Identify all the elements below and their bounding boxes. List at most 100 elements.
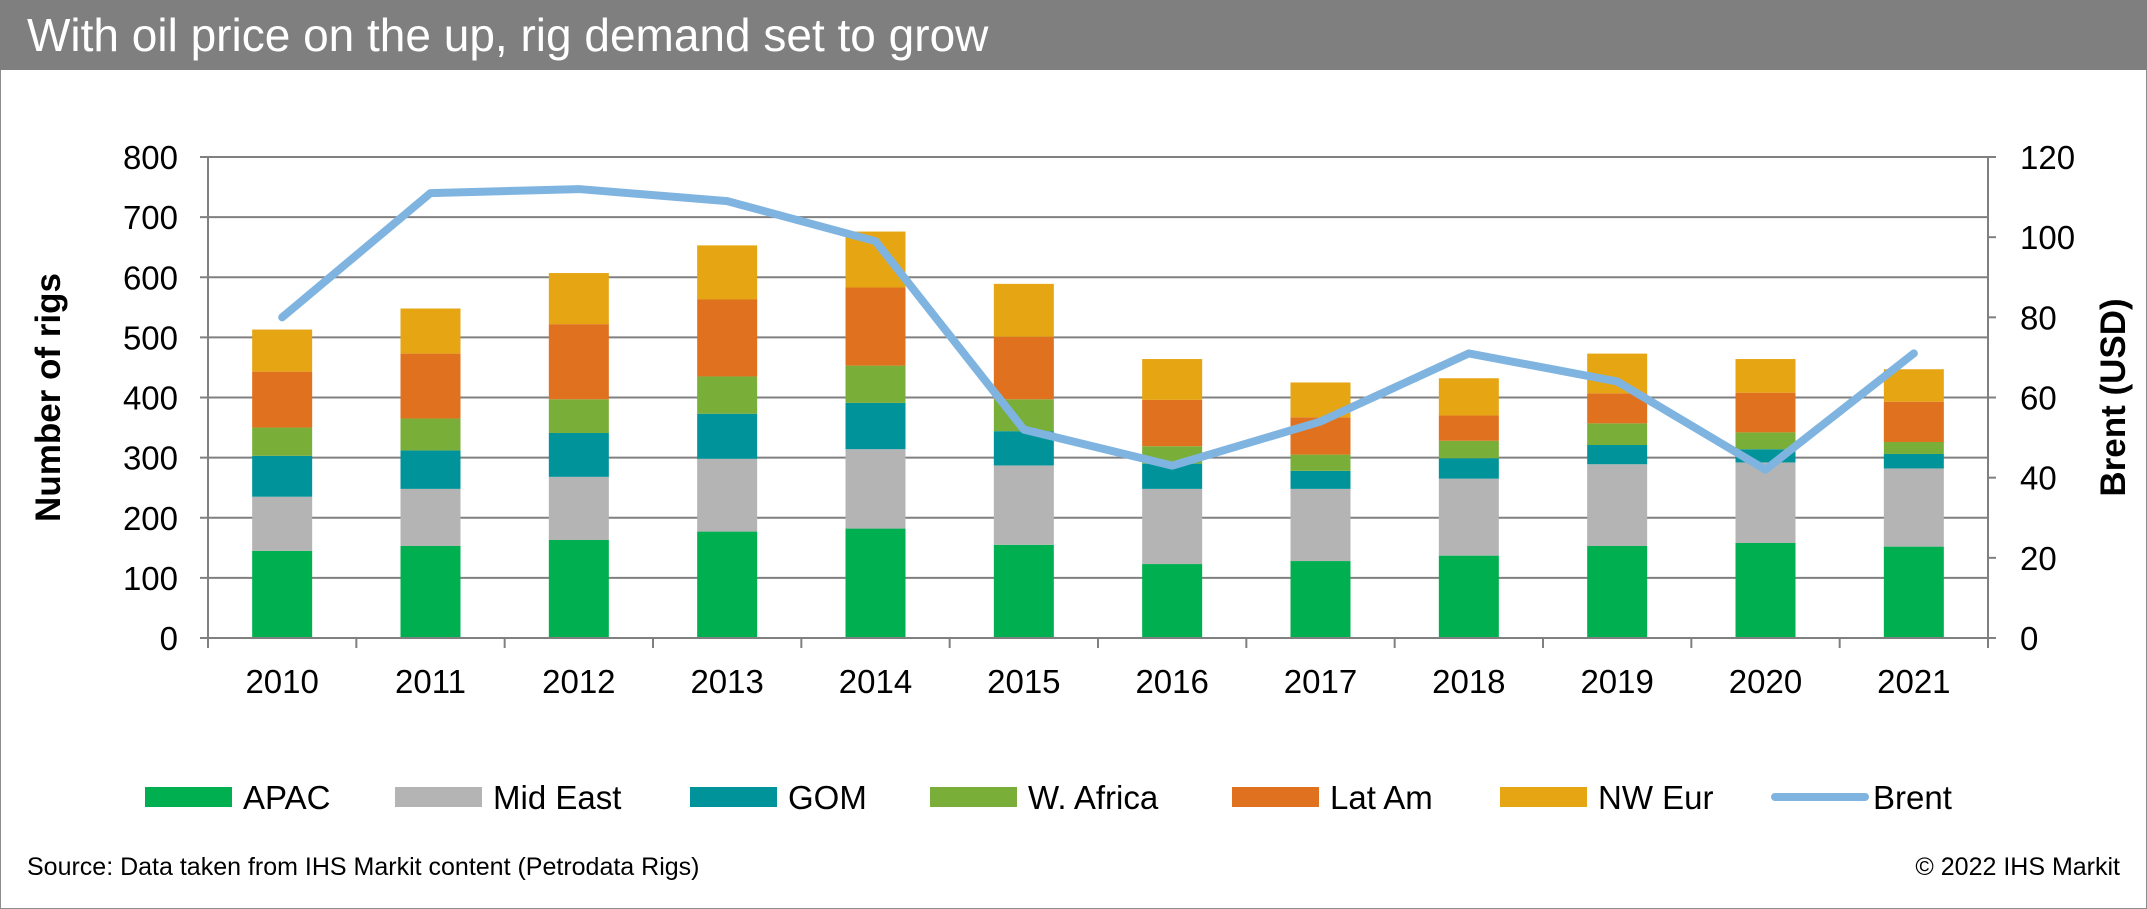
- bar-mid-east-2013: [697, 458, 758, 532]
- legend-swatch-lat-am: [1232, 787, 1319, 807]
- bar-lat-am-2010: [252, 371, 313, 428]
- bar-w-africa-2012: [548, 399, 609, 433]
- bar-mid-east-2021: [1883, 468, 1944, 547]
- bar-mid-east-2010: [252, 496, 313, 551]
- brent-point-2018: [1467, 352, 1470, 355]
- bar-lat-am-2018: [1438, 415, 1499, 441]
- x-tick-label: 2021: [1877, 663, 1950, 700]
- bar-nw-eur-2010: [252, 329, 313, 372]
- line-series-brent: [278, 185, 1918, 474]
- legend-label-gom: GOM: [788, 779, 867, 816]
- y-tick-label: 800: [123, 139, 178, 176]
- bar-w-africa-2011: [400, 418, 461, 451]
- bar-gom-2018: [1438, 458, 1499, 479]
- x-tick-label: 2013: [690, 663, 763, 700]
- brent-point-2017: [1319, 420, 1322, 423]
- x-tick-label: 2012: [542, 663, 615, 700]
- x-tick-label: 2014: [839, 663, 912, 700]
- bar-lat-am-2012: [548, 324, 609, 400]
- legend-label-mid-east: Mid East: [493, 779, 621, 816]
- brent-point-2020: [1764, 468, 1767, 471]
- bar-apac-2017: [1290, 561, 1351, 638]
- legend-swatch-gom: [690, 787, 777, 807]
- brent-point-2014: [874, 240, 877, 243]
- x-tick-label: 2016: [1135, 663, 1208, 700]
- bar-nw-eur-2018: [1438, 378, 1499, 416]
- bar-gom-2014: [845, 402, 906, 450]
- bar-gom-2010: [252, 455, 313, 497]
- x-tick-label: 2017: [1284, 663, 1357, 700]
- bar-mid-east-2017: [1290, 488, 1351, 562]
- y2-tick-label: 80: [2020, 299, 2057, 336]
- y-tick-label: 100: [123, 560, 178, 597]
- bar-w-africa-2021: [1883, 441, 1944, 455]
- bar-w-africa-2013: [697, 376, 758, 414]
- y-tick-label: 500: [123, 319, 178, 356]
- y-tick-label: 700: [123, 199, 178, 236]
- bar-gom-2017: [1290, 470, 1351, 489]
- bar-lat-am-2015: [993, 336, 1054, 400]
- bar-apac-2020: [1735, 543, 1796, 638]
- bar-nw-eur-2021: [1883, 369, 1944, 402]
- bar-nw-eur-2012: [548, 273, 609, 325]
- brent-point-2021: [1912, 352, 1915, 355]
- bar-nw-eur-2020: [1735, 359, 1796, 393]
- y-tick-label: 400: [123, 380, 178, 417]
- x-tick-label: 2011: [395, 663, 466, 700]
- bar-apac-2021: [1883, 546, 1944, 638]
- legend-label-brent: Brent: [1873, 779, 1952, 816]
- y-axis-title: Number of rigs: [29, 273, 68, 522]
- bar-nw-eur-2013: [697, 245, 758, 300]
- legend-swatch-w-africa: [930, 787, 1017, 807]
- bar-gom-2012: [548, 432, 609, 477]
- bar-gom-2019: [1587, 444, 1648, 465]
- bar-gom-2021: [1883, 454, 1944, 469]
- bar-gom-2013: [697, 413, 758, 459]
- bar-apac-2012: [548, 539, 609, 638]
- x-tick-label: 2020: [1729, 663, 1802, 700]
- legend-label-nw-eur: NW Eur: [1598, 779, 1714, 816]
- bar-apac-2018: [1438, 555, 1499, 638]
- bar-w-africa-2014: [845, 365, 906, 403]
- x-tick-label: 2018: [1432, 663, 1505, 700]
- bar-mid-east-2012: [548, 476, 609, 540]
- brent-point-2016: [1171, 464, 1174, 467]
- bar-lat-am-2013: [697, 299, 758, 377]
- bar-nw-eur-2019: [1587, 353, 1648, 394]
- brent-point-2019: [1616, 380, 1619, 383]
- brent-point-2010: [281, 316, 284, 319]
- bar-apac-2019: [1587, 546, 1648, 638]
- bar-mid-east-2020: [1735, 462, 1796, 544]
- legend-swatch-nw-eur: [1500, 787, 1587, 807]
- bar-lat-am-2016: [1142, 399, 1203, 447]
- y2-tick-label: 0: [2020, 620, 2038, 657]
- brent-point-2015: [1022, 428, 1025, 431]
- legend-swatch-mid-east: [395, 787, 482, 807]
- legend-swatch-apac: [145, 787, 232, 807]
- brent-point-2012: [577, 188, 580, 191]
- bar-lat-am-2020: [1735, 392, 1796, 433]
- bar-mid-east-2016: [1142, 488, 1203, 565]
- legend-label-lat-am: Lat Am: [1330, 779, 1433, 816]
- source-note: Source: Data taken from IHS Markit conte…: [27, 853, 700, 881]
- y-tick-label: 0: [160, 620, 178, 657]
- legend-label-w-africa: W. Africa: [1028, 779, 1159, 816]
- bar-mid-east-2014: [845, 449, 906, 529]
- bar-mid-east-2019: [1587, 464, 1648, 547]
- y-tick-label: 200: [123, 500, 178, 537]
- bar-apac-2011: [400, 546, 461, 638]
- bar-lat-am-2021: [1883, 401, 1944, 442]
- y2-axis-title: Brent (USD): [2094, 298, 2133, 496]
- chart-title: With oil price on the up, rig demand set…: [27, 9, 989, 61]
- bar-mid-east-2018: [1438, 478, 1499, 556]
- bar-w-africa-2017: [1290, 454, 1351, 471]
- bar-gom-2011: [400, 450, 461, 489]
- bar-apac-2016: [1142, 564, 1203, 638]
- bar-lat-am-2014: [845, 287, 906, 366]
- copyright-note: © 2022 IHS Markit: [1915, 853, 2120, 881]
- y2-tick-label: 20: [2020, 540, 2057, 577]
- bar-lat-am-2011: [400, 353, 461, 419]
- bar-apac-2015: [993, 544, 1054, 638]
- bar-apac-2014: [845, 528, 906, 638]
